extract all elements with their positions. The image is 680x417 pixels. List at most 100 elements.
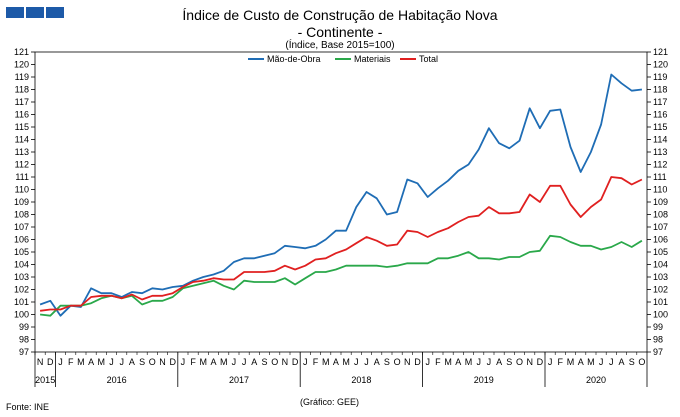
y-tick-label-left: 111 — [15, 172, 29, 182]
x-tick-label-month: A — [251, 357, 257, 367]
x-tick-label-month: O — [638, 357, 645, 367]
x-tick-label-month: J — [303, 357, 308, 367]
x-tick-label-month: M — [98, 357, 106, 367]
x-tick-label-month: F — [313, 357, 319, 367]
series-line — [39, 73, 643, 317]
x-tick-label-month: O — [394, 357, 401, 367]
y-tick-label-left: 117 — [15, 97, 29, 107]
x-tick-label-month: D — [47, 357, 54, 367]
y-tick-label-right: 111 — [653, 172, 667, 182]
logo-block — [6, 7, 24, 18]
x-tick-label-month: N — [282, 357, 289, 367]
series-line — [39, 234, 643, 317]
x-tick-label-month: J — [487, 357, 492, 367]
x-year-label: 2019 — [474, 375, 494, 385]
x-tick-label-month: S — [506, 357, 512, 367]
x-tick-label-month: O — [516, 357, 523, 367]
logo-block — [46, 7, 64, 18]
x-year-label: 2017 — [229, 375, 249, 385]
y-tick-label-left: 109 — [14, 197, 29, 207]
x-year-label: 2015 — [35, 375, 55, 385]
x-tick-label-month: A — [618, 357, 624, 367]
y-tick-label-right: 100 — [653, 310, 668, 320]
y-tick-label-left: 106 — [14, 235, 29, 245]
y-tick-label-left: 116 — [15, 110, 29, 120]
x-tick-label-month: M — [587, 357, 595, 367]
x-tick-label-month: J — [425, 357, 430, 367]
x-tick-label-month: F — [68, 357, 74, 367]
y-tick-label-left: 101 — [14, 297, 29, 307]
chart-credit: (Gráfico: GEE) — [300, 397, 360, 407]
x-tick-label-month: S — [384, 357, 390, 367]
x-year-label: 2018 — [351, 375, 371, 385]
x-tick-label-month: O — [149, 357, 156, 367]
y-tick-label-left: 97 — [19, 347, 29, 357]
x-tick-label-month: D — [292, 357, 299, 367]
x-tick-label-month: A — [578, 357, 584, 367]
chart-unit-note: (Índice, Base 2015=100) — [285, 40, 395, 51]
y-tick-label-left: 103 — [14, 272, 29, 282]
y-tick-label-left: 105 — [14, 247, 29, 257]
x-tick-label-month: M — [200, 357, 208, 367]
y-tick-label-right: 102 — [653, 285, 668, 295]
y-tick-label-right: 109 — [653, 197, 668, 207]
x-tick-label-month: F — [435, 357, 441, 367]
y-tick-label-left: 108 — [14, 210, 29, 220]
logo-block — [26, 7, 44, 18]
y-tick-label-left: 118 — [15, 85, 29, 95]
x-tick-label-month: O — [271, 357, 278, 367]
y-tick-label-right: 121 — [653, 47, 668, 57]
x-tick-label-month: J — [354, 357, 359, 367]
x-tick-label-month: D — [537, 357, 544, 367]
x-tick-label-month: J — [181, 357, 186, 367]
x-tick-label-month: M — [77, 357, 85, 367]
y-tick-label-right: 115 — [653, 122, 667, 132]
y-tick-label-right: 120 — [653, 60, 668, 70]
x-tick-label-month: N — [159, 357, 166, 367]
y-tick-label-right: 116 — [653, 110, 667, 120]
x-tick-label-month: N — [404, 357, 411, 367]
institution-logo-icon — [6, 7, 64, 18]
y-tick-label-left: 98 — [19, 335, 29, 345]
x-tick-label-month: A — [496, 357, 502, 367]
x-tick-label-month: M — [465, 357, 473, 367]
x-tick-label-month: J — [119, 357, 124, 367]
x-tick-label-month: D — [414, 357, 421, 367]
y-tick-label-right: 108 — [653, 210, 668, 220]
x-tick-label-month: A — [374, 357, 380, 367]
y-tick-label-left: 100 — [14, 310, 29, 320]
x-tick-label-month: D — [169, 357, 176, 367]
y-tick-label-left: 121 — [14, 47, 29, 57]
source-note: Fonte: INE — [6, 402, 50, 412]
y-tick-label-left: 113 — [15, 147, 29, 157]
x-tick-label-month: S — [629, 357, 635, 367]
x-tick-label-month: A — [210, 357, 216, 367]
x-tick-label-month: J — [476, 357, 481, 367]
x-tick-label-month: J — [232, 357, 237, 367]
x-tick-label-month: N — [526, 357, 533, 367]
x-tick-label-month: F — [558, 357, 564, 367]
y-tick-label-right: 105 — [653, 247, 668, 257]
legend-label: Mão-de-Obra — [267, 54, 321, 64]
y-tick-label-right: 118 — [653, 85, 667, 95]
y-tick-label-left: 110 — [15, 185, 29, 195]
y-tick-label-left: 115 — [15, 122, 29, 132]
y-tick-label-right: 117 — [653, 97, 667, 107]
y-tick-label-right: 103 — [653, 272, 668, 282]
y-tick-label-left: 104 — [14, 260, 29, 270]
y-tick-label-left: 107 — [14, 222, 29, 232]
x-tick-label-month: J — [242, 357, 247, 367]
legend-label: Total — [419, 54, 438, 64]
plot-area — [34, 51, 648, 353]
y-tick-label-right: 98 — [653, 335, 663, 345]
y-tick-label-left: 114 — [15, 135, 29, 145]
y-tick-label-right: 104 — [653, 260, 668, 270]
y-tick-label-left: 102 — [14, 285, 29, 295]
y-tick-label-left: 119 — [15, 72, 29, 82]
x-tick-label-month: A — [88, 357, 94, 367]
chart-subtitle: - Continente - — [297, 24, 383, 40]
y-tick-label-right: 101 — [653, 297, 668, 307]
x-tick-label-month: J — [609, 357, 614, 367]
x-tick-label-month: J — [599, 357, 604, 367]
